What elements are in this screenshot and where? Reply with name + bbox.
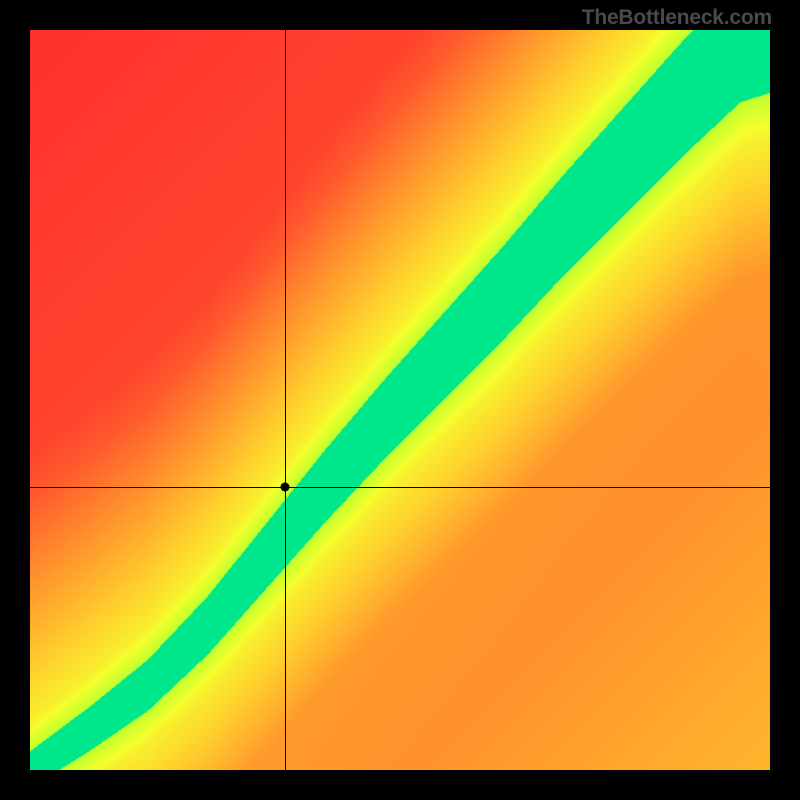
heatmap-plot [30,30,770,770]
crosshair-horizontal [30,487,770,488]
outer-frame: TheBottleneck.com [0,0,800,800]
crosshair-marker [281,483,290,492]
crosshair-vertical [285,30,286,770]
watermark-text: TheBottleneck.com [582,6,772,30]
heatmap-canvas [30,30,770,770]
